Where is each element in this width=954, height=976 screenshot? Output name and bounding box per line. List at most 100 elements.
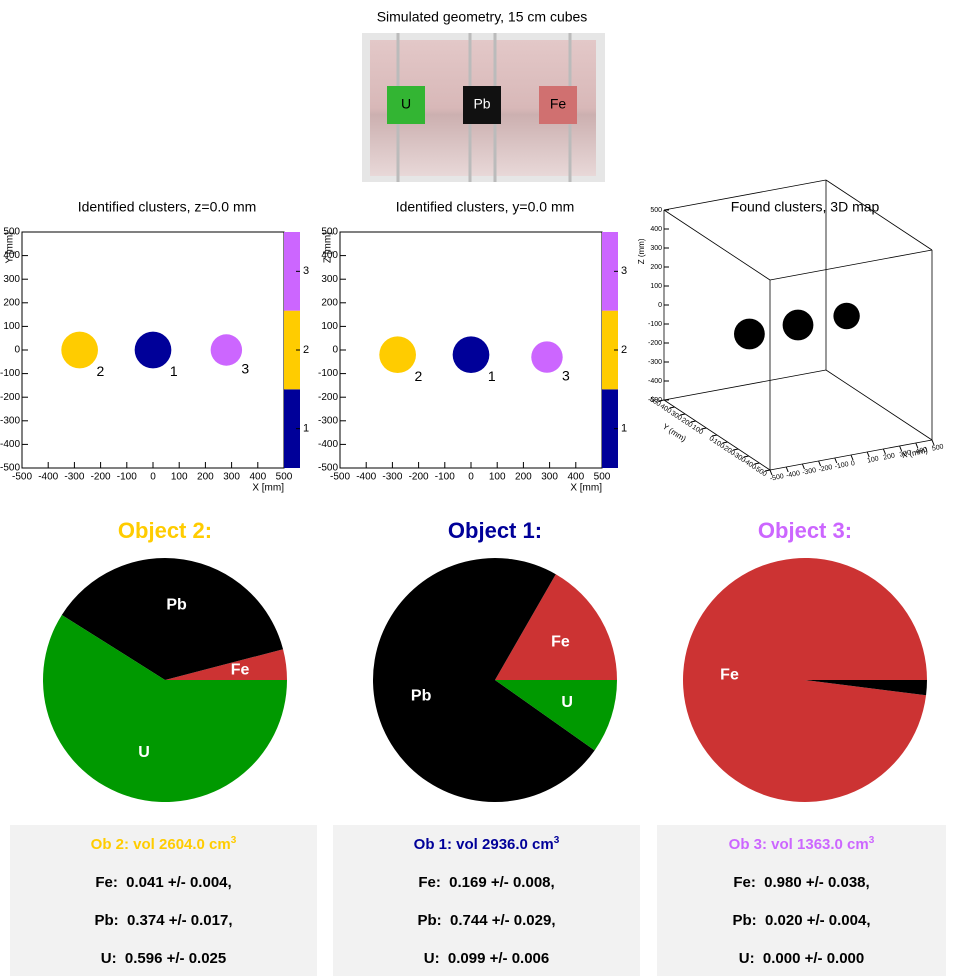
x-tick-label: -200 <box>409 472 429 483</box>
y-tick-label: 300 <box>3 274 20 285</box>
y-tick <box>658 399 665 402</box>
summary-title: Ob 3: vol 1363.0 cm3 <box>657 835 946 853</box>
x-tick <box>931 439 935 446</box>
x-tick-label: -100 <box>834 461 849 471</box>
x-tick-label: 500 <box>931 443 944 452</box>
x-tick <box>818 460 822 467</box>
slice-label: Pb <box>166 596 187 613</box>
cluster <box>379 336 416 374</box>
y-tick-label: 500 <box>3 227 20 238</box>
x-tick-label: 500 <box>594 472 611 483</box>
x-axis-label: X [mm] <box>252 483 284 494</box>
geometry-block-label: U <box>401 96 411 112</box>
element-name: U: <box>100 950 117 967</box>
cluster-point <box>782 309 814 341</box>
slice-label: Fe <box>720 666 739 683</box>
pie-title: Object 3: <box>758 518 852 543</box>
y-tick <box>680 413 686 416</box>
x-tick-label: 200 <box>197 472 214 483</box>
y-tick-label: 0 <box>14 345 20 356</box>
box-edge <box>825 179 933 251</box>
geometry-block <box>387 86 425 124</box>
z-tick-label: 3 <box>621 265 627 277</box>
fraction-value: 0.020 +/- 0.004, <box>765 912 871 929</box>
summary-row: Pb: 0.744 +/- 0.029, <box>333 912 640 929</box>
x-tick-label: 100 <box>867 455 880 464</box>
spacer <box>119 912 127 929</box>
fraction-value: 0.980 +/- 0.038, <box>764 874 870 891</box>
y-tick-label: 500 <box>321 227 338 238</box>
fraction-value: 0.596 +/- 0.025 <box>124 950 227 967</box>
z-tick-label: -500 <box>648 397 662 404</box>
x-tick-label: 400 <box>567 472 584 483</box>
z-tick-label: -100 <box>648 321 662 328</box>
x-tick-label: 0 <box>850 460 855 468</box>
y-tick <box>743 455 749 458</box>
spacer <box>757 912 765 929</box>
z-tick-label: 400 <box>650 226 662 233</box>
slice-label: U <box>561 694 573 711</box>
y-axis-label: Y [mm] <box>5 232 16 264</box>
spacer <box>440 950 448 967</box>
x-tick-label: 300 <box>223 472 240 483</box>
x-tick <box>850 454 854 461</box>
x-tick-label: -500 <box>12 472 32 483</box>
fraction-value: 0.169 +/- 0.008, <box>449 874 555 891</box>
pie-title: Object 1: <box>448 518 542 543</box>
cluster <box>531 341 563 373</box>
z-tick-label: -200 <box>648 340 662 347</box>
y-tick-label: 200 <box>3 297 20 308</box>
element-name: Pb: <box>94 912 119 929</box>
summary-title-text: Ob 3: vol 1363.0 cm <box>728 836 869 853</box>
fraction-value: 0.099 +/- 0.006 <box>447 950 550 967</box>
y-tick <box>701 427 707 430</box>
x-tick-label: 400 <box>249 472 266 483</box>
y-tick-label: -100 <box>0 368 20 379</box>
box-edge <box>769 249 933 281</box>
z-axis-label: Z (mm) <box>637 238 646 264</box>
pie-slice <box>495 680 617 751</box>
y-tick-label: 0 <box>332 345 338 356</box>
colorbar-band <box>602 389 618 468</box>
pie-slice <box>372 558 595 802</box>
slice-label: Fe <box>551 633 570 650</box>
y-tick <box>711 434 718 437</box>
z-tick-label: -400 <box>648 378 662 385</box>
x-tick <box>769 469 773 476</box>
pie-slice <box>43 614 287 802</box>
x-tick-label: 200 <box>515 472 532 483</box>
z-tick-label: 0 <box>658 302 662 309</box>
y-tick <box>754 462 760 465</box>
y-tick-label: 300 <box>321 274 338 285</box>
slice-label: Pb <box>411 688 432 705</box>
y-tick-label: -500 <box>318 463 338 474</box>
chart-title: Identified clusters, z=0.0 mm <box>78 199 257 215</box>
pie-slice <box>805 680 927 696</box>
y-tick-label: -400 <box>0 439 20 450</box>
summary-box: Ob 3: vol 1363.0 cm3 Fe: 0.980 +/- 0.038,… <box>657 825 946 976</box>
y-tick-label: 100 <box>321 321 338 332</box>
y-tick-label: 200 <box>321 297 338 308</box>
summary-title: Ob 1: vol 2936.0 cm3 <box>333 835 640 853</box>
x-tick <box>801 463 805 470</box>
y-tick-label: 100 <box>3 321 20 332</box>
box-edge <box>663 209 771 281</box>
summary-row: Fe: 0.980 +/- 0.038, <box>657 874 946 891</box>
element-name: U: <box>738 950 755 967</box>
geometry-block-label: Pb <box>473 96 490 112</box>
y-axis-label: Z [mm] <box>323 232 334 263</box>
cluster-point <box>833 302 860 330</box>
x-tick-label: -300 <box>64 472 84 483</box>
element-name: Fe: <box>418 874 441 891</box>
spacer <box>755 950 763 967</box>
x-tick-label: -300 <box>382 472 402 483</box>
summary-box: Ob 1: vol 2936.0 cm3 Fe: 0.169 +/- 0.008,… <box>333 825 640 976</box>
x-tick-label: -400 <box>38 472 58 483</box>
x-tick-label: 400 <box>915 446 928 455</box>
y-tick-label: -100 <box>318 368 338 379</box>
geometry-block <box>463 86 501 124</box>
y-tick-label: -200 <box>0 392 20 403</box>
cluster-label: 3 <box>241 360 249 376</box>
box-edge <box>825 369 933 441</box>
